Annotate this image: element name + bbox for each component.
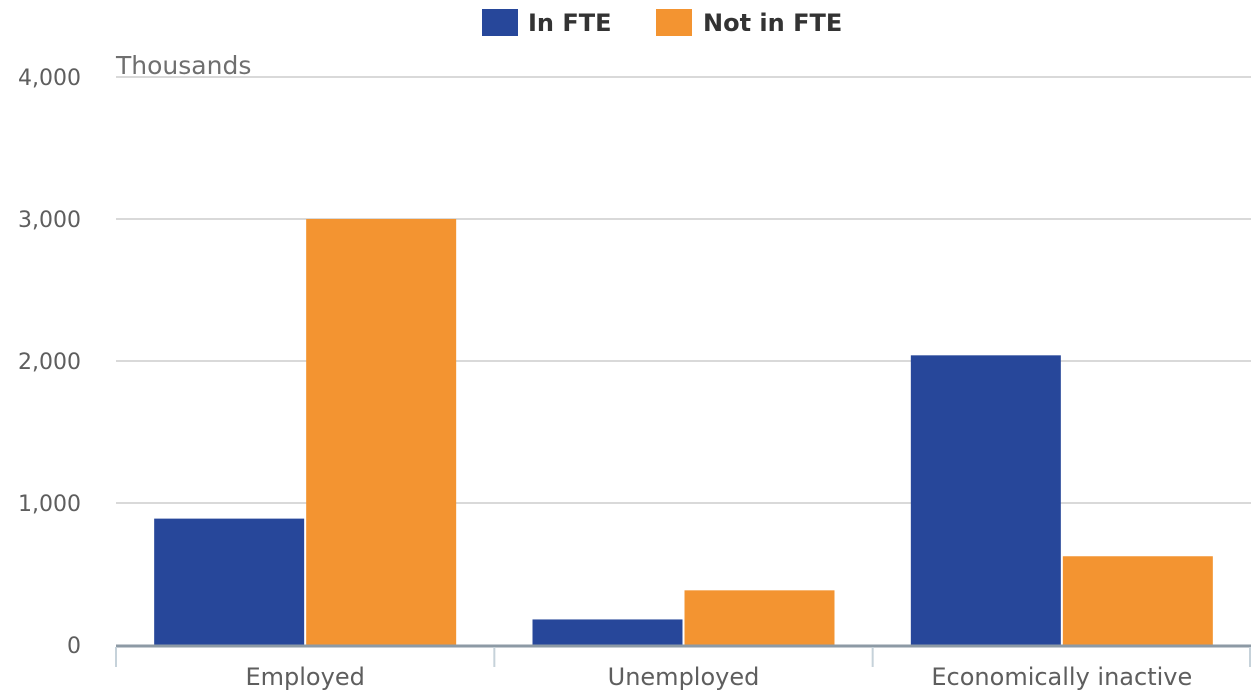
x-category-label: Economically inactive (931, 663, 1192, 691)
legend-label-in-fte: In FTE (528, 9, 612, 37)
y-tick-label: 2,000 (18, 350, 81, 375)
legend-swatch-in-fte (482, 9, 518, 36)
x-category-label: Employed (245, 663, 364, 691)
bar (684, 590, 835, 645)
y-axis-unit-label: Thousands (115, 51, 251, 80)
bar (532, 619, 683, 645)
legend-swatch-not-in-fte (656, 9, 692, 36)
legend: In FTE Not in FTE (482, 9, 842, 37)
bar (910, 355, 1061, 645)
y-tick-label: 4,000 (18, 66, 81, 91)
y-tick-label: 1,000 (18, 492, 81, 517)
x-axis: Employed Unemployed Economically inactive (115, 644, 1251, 691)
y-tick-label: 3,000 (18, 208, 81, 233)
x-category-label: Unemployed (608, 663, 760, 691)
bar (306, 219, 457, 645)
gridlines (116, 76, 1251, 504)
legend-label-not-in-fte: Not in FTE (703, 9, 842, 37)
bar (154, 518, 305, 645)
bars (154, 219, 1213, 645)
y-tick-label: 0 (67, 634, 81, 659)
bar (1062, 556, 1213, 645)
y-axis-ticks: 0 1,000 2,000 3,000 4,000 (18, 66, 81, 659)
